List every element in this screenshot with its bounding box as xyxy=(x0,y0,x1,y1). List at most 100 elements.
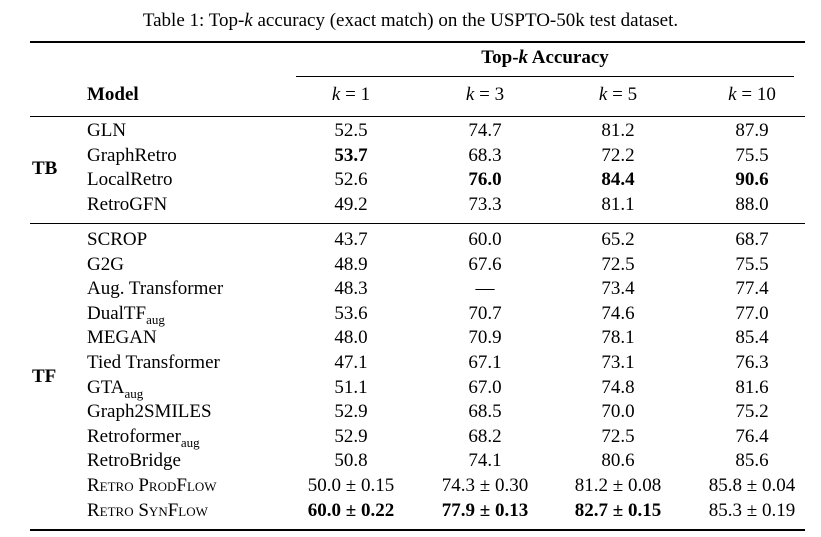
accuracy-cell: 70.0 xyxy=(601,401,635,423)
model-name: GraphRetro xyxy=(87,144,177,166)
accuracy-cell: 75.5 xyxy=(735,253,769,275)
group-separator-rule xyxy=(30,223,805,224)
model-name: GTAaug xyxy=(87,376,144,401)
accuracy-cell: 52.9 xyxy=(334,425,368,447)
accuracy-cell: 60.0 xyxy=(468,229,502,250)
accuracy-cell: 68.7 xyxy=(735,229,769,250)
accuracy-cell: 67.1 xyxy=(468,352,502,373)
group-header-rule xyxy=(296,76,794,77)
accuracy-cell: 65.2 xyxy=(601,229,635,250)
accuracy-cell: 50.8 xyxy=(334,450,368,472)
model-name: LocalRetro xyxy=(87,169,173,191)
accuracy-cell: — xyxy=(475,278,495,300)
accuracy-cell: 70.7 xyxy=(468,302,502,324)
accuracy-cell: 81.1 xyxy=(601,193,635,215)
accuracy-cell: 50.0 ± 0.15 xyxy=(307,475,395,496)
top-k-accuracy-header: Top-k Accuracy xyxy=(296,47,794,69)
accuracy-cell: 68.5 xyxy=(468,401,502,423)
accuracy-cell: 72.5 xyxy=(601,253,635,275)
header-k: k xyxy=(518,47,529,68)
accuracy-cell: 87.9 xyxy=(735,120,769,141)
accuracy-cell: 88.0 xyxy=(735,193,769,215)
accuracy-cell: 77.0 xyxy=(735,302,769,324)
caption-k: k xyxy=(244,10,253,31)
k-column-header: k = 5 xyxy=(598,84,638,105)
model-name: Graph2SMILES xyxy=(87,401,212,423)
accuracy-cell: 80.6 xyxy=(601,450,635,472)
accuracy-cell: 81.2 ± 0.08 xyxy=(574,475,662,496)
accuracy-cell: 76.0 xyxy=(468,169,502,191)
top-rule xyxy=(30,41,805,43)
accuracy-cell: 51.1 xyxy=(334,376,368,398)
accuracy-cell: 77.9 ± 0.13 xyxy=(441,499,529,521)
accuracy-cell: 72.5 xyxy=(601,425,635,447)
model-name: MEGAN xyxy=(87,327,157,349)
accuracy-cell: 85.8 ± 0.04 xyxy=(708,475,796,496)
accuracy-cell: 49.2 xyxy=(334,193,368,215)
accuracy-cell: 76.4 xyxy=(735,425,769,447)
accuracy-cell: 68.3 xyxy=(468,144,502,166)
model-name: G2G xyxy=(87,253,124,275)
k-column-header: k = 10 xyxy=(728,84,776,105)
accuracy-cell: 74.8 xyxy=(601,376,635,398)
caption-suffix: accuracy (exact match) on the USPTO-50k … xyxy=(252,10,679,31)
model-name: RetroBridge xyxy=(87,450,181,472)
header-rule xyxy=(30,116,805,117)
model-name: SCROP xyxy=(87,229,148,250)
accuracy-cell: 72.2 xyxy=(601,144,635,166)
accuracy-cell: 73.1 xyxy=(601,352,635,373)
model-name: RetroGFN xyxy=(87,193,168,215)
table-caption: Table 1: Top-k accuracy (exact match) on… xyxy=(0,10,821,32)
k-column-header: k = 3 xyxy=(465,84,505,105)
accuracy-cell: 85.4 xyxy=(735,327,769,349)
model-name: Tied Transformer xyxy=(87,352,220,373)
model-name: Retro ProdFlow xyxy=(87,475,217,496)
accuracy-cell: 73.4 xyxy=(601,278,635,300)
accuracy-cell: 78.1 xyxy=(601,327,635,349)
model-name: Aug. Transformer xyxy=(87,278,224,300)
accuracy-cell: 67.0 xyxy=(468,376,502,398)
accuracy-cell: 84.4 xyxy=(601,169,635,191)
bottom-rule xyxy=(30,529,805,531)
accuracy-cell: 67.6 xyxy=(468,253,502,275)
k-column-header: k = 1 xyxy=(331,84,371,105)
group-label-tf: TF xyxy=(32,365,57,387)
accuracy-cell: 90.6 xyxy=(735,169,769,191)
caption-prefix: Table 1: Top- xyxy=(142,10,245,31)
model-name: GLN xyxy=(87,120,127,141)
accuracy-cell: 52.5 xyxy=(334,120,368,141)
accuracy-cell: 74.3 ± 0.30 xyxy=(441,475,529,496)
accuracy-cell: 75.5 xyxy=(735,144,769,166)
accuracy-cell: 53.7 xyxy=(334,144,368,166)
accuracy-cell: 48.3 xyxy=(334,278,368,300)
model-column-header: Model xyxy=(87,84,139,105)
accuracy-cell: 74.7 xyxy=(468,120,502,141)
accuracy-cell: 70.9 xyxy=(468,327,502,349)
accuracy-cell: 48.0 xyxy=(334,327,368,349)
accuracy-cell: 82.7 ± 0.15 xyxy=(574,499,662,521)
accuracy-cell: 85.3 ± 0.19 xyxy=(708,499,796,521)
accuracy-cell: 85.6 xyxy=(735,450,769,472)
accuracy-cell: 75.2 xyxy=(735,401,769,423)
model-subscript: aug xyxy=(180,434,200,450)
accuracy-cell: 48.9 xyxy=(334,253,368,275)
header-prefix: Top- xyxy=(481,47,519,68)
accuracy-cell: 53.6 xyxy=(334,302,368,324)
accuracy-cell: 73.3 xyxy=(468,193,502,215)
model-subscript: aug xyxy=(124,385,144,401)
accuracy-cell: 60.0 ± 0.22 xyxy=(307,499,395,521)
model-subscript: aug xyxy=(146,311,165,327)
model-name: Retroformeraug xyxy=(87,425,200,450)
accuracy-cell: 74.6 xyxy=(601,302,635,324)
header-suffix: Accuracy xyxy=(528,47,609,68)
accuracy-cell: 81.2 xyxy=(601,120,635,141)
accuracy-cell: 52.6 xyxy=(334,169,368,191)
accuracy-cell: 76.3 xyxy=(735,352,769,373)
accuracy-cell: 81.6 xyxy=(735,376,769,398)
accuracy-cell: 47.1 xyxy=(334,352,368,373)
accuracy-cell: 74.1 xyxy=(468,450,502,472)
group-label-tb: TB xyxy=(32,158,58,180)
accuracy-cell: 52.9 xyxy=(334,401,368,423)
model-name: DualTFaug xyxy=(87,302,165,327)
accuracy-cell: 77.4 xyxy=(735,278,769,300)
